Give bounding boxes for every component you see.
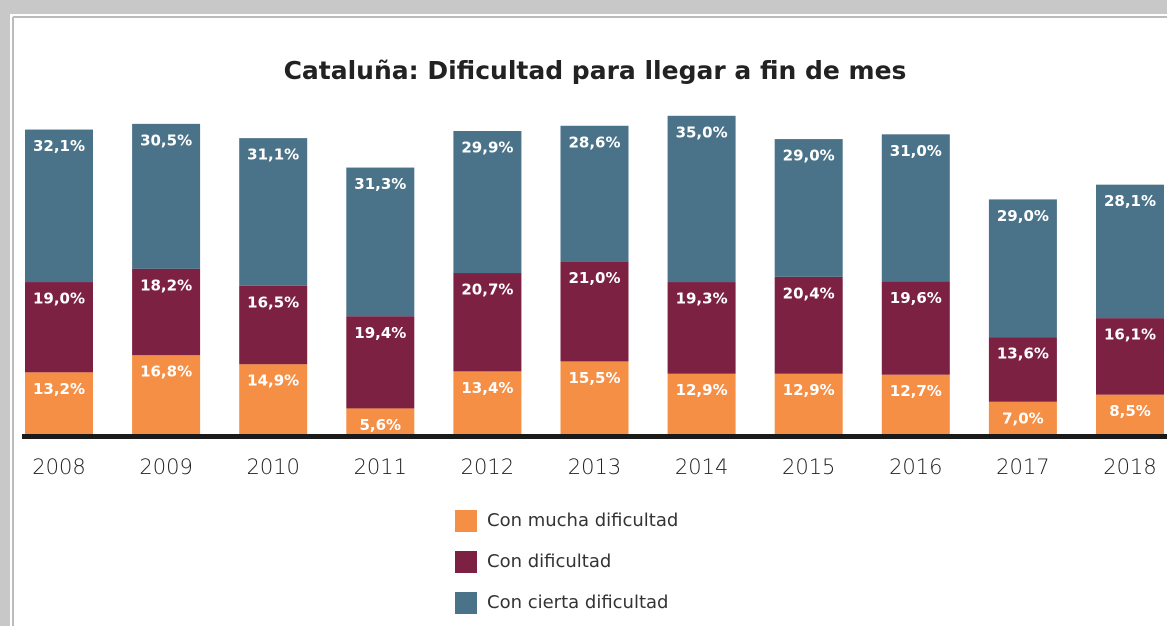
bar-segment <box>346 316 415 409</box>
value-label: 19,6% <box>890 289 942 307</box>
value-label: 20,4% <box>783 284 835 302</box>
bar-segment <box>346 408 415 435</box>
x-tick-label: 2013 <box>568 455 621 479</box>
value-label: 30,5% <box>140 131 192 149</box>
bar-segment <box>132 355 201 435</box>
bar-segment <box>1096 394 1164 435</box>
value-label: 29,0% <box>783 147 835 165</box>
bar-segment <box>988 337 1057 402</box>
bar-segment <box>774 373 843 435</box>
x-tick-label: 2012 <box>461 455 514 479</box>
bar-segment <box>774 276 843 374</box>
bar-segment <box>25 282 93 373</box>
x-tick-label: 2018 <box>1103 455 1156 479</box>
legend-swatch <box>455 592 477 614</box>
legend-swatch <box>455 510 477 532</box>
value-label: 14,9% <box>247 372 299 390</box>
x-tick-label: 2017 <box>996 455 1049 479</box>
value-label: 31,1% <box>247 146 299 164</box>
bar-segment <box>560 261 629 362</box>
value-label: 32,1% <box>33 137 85 155</box>
value-label: 5,6% <box>359 416 401 434</box>
x-tick-label: 2015 <box>782 455 835 479</box>
value-label: 16,5% <box>247 293 299 311</box>
value-label: 12,9% <box>783 381 835 399</box>
legend-label: Con mucha dificultad <box>487 510 678 531</box>
bar-segment <box>132 268 201 356</box>
x-tick-label: 2008 <box>32 455 85 479</box>
legend-swatch <box>455 551 477 573</box>
value-label: 28,6% <box>568 133 620 151</box>
bar-segment <box>1096 184 1164 319</box>
value-label: 8,5% <box>1109 402 1151 420</box>
x-tick-label: 2016 <box>889 455 942 479</box>
value-label: 13,2% <box>33 380 85 398</box>
bar-segment <box>239 285 308 365</box>
value-label: 29,0% <box>997 207 1049 225</box>
bar-segment <box>560 125 629 262</box>
bar-segment <box>1096 318 1164 395</box>
legend-label: Con cierta dificultad <box>487 592 668 613</box>
value-label: 7,0% <box>1002 409 1044 427</box>
value-label: 18,2% <box>140 276 192 294</box>
bar-segment <box>25 129 93 283</box>
value-label: 29,9% <box>461 139 513 157</box>
x-tick-label: 2014 <box>675 455 728 479</box>
bar-segment <box>132 123 201 269</box>
bar-segment <box>346 167 415 317</box>
value-label: 21,0% <box>568 269 620 287</box>
value-label: 13,6% <box>997 345 1049 363</box>
bar-segment <box>453 273 522 372</box>
legend-label: Con dificultad <box>487 551 611 572</box>
bar-segment <box>881 374 950 435</box>
bar-segment <box>988 199 1057 338</box>
value-label: 28,1% <box>1104 192 1156 210</box>
bar-segment <box>453 131 522 274</box>
value-label: 35,0% <box>676 123 728 141</box>
x-tick-label: 2010 <box>246 455 299 479</box>
bar-segment <box>988 401 1057 435</box>
value-label: 13,4% <box>461 379 513 397</box>
bar-segment <box>881 281 950 375</box>
bar-segment <box>667 282 736 374</box>
bar-segment <box>774 139 843 277</box>
x-tick-label: 2011 <box>354 455 407 479</box>
bar-segment <box>239 138 308 286</box>
value-label: 16,1% <box>1104 326 1156 344</box>
value-label: 19,4% <box>354 324 406 342</box>
bar-segment <box>25 372 93 435</box>
value-label: 19,0% <box>33 290 85 308</box>
value-label: 15,5% <box>568 369 620 387</box>
value-label: 16,8% <box>140 363 192 381</box>
bar-segment <box>560 361 629 435</box>
value-label: 12,7% <box>890 382 942 400</box>
bar-segment <box>239 364 308 435</box>
x-tick-label: 2009 <box>139 455 192 479</box>
bar-segment <box>667 373 736 435</box>
bar-segment <box>453 371 522 435</box>
bar-segment <box>667 115 736 283</box>
value-label: 12,9% <box>676 381 728 399</box>
value-label: 31,0% <box>890 142 942 160</box>
value-label: 19,3% <box>676 290 728 308</box>
chart-title: Cataluña: Dificultad para llegar a fin d… <box>284 56 907 85</box>
value-label: 20,7% <box>461 281 513 299</box>
bar-segment <box>881 134 950 282</box>
baseline <box>22 434 1167 439</box>
value-label: 31,3% <box>354 175 406 193</box>
